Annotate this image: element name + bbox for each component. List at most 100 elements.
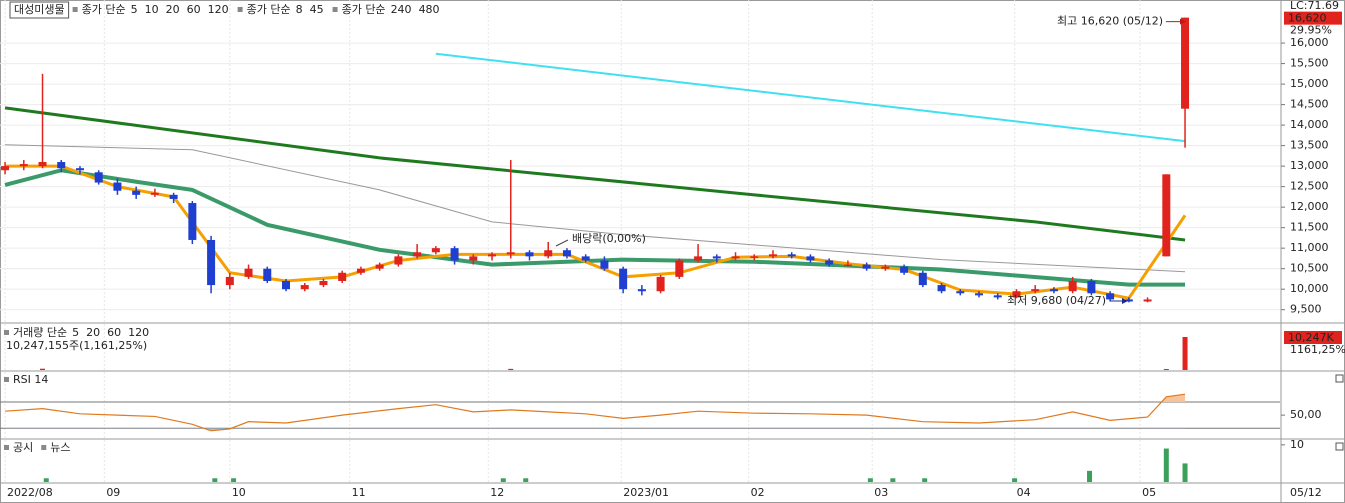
candle-body <box>244 268 253 277</box>
candle-body <box>1143 299 1152 302</box>
volume-info: 10,247,155주(1,161,25%) <box>6 339 147 352</box>
news-bar <box>1087 470 1093 482</box>
y-tick-label: 12,000 <box>1290 200 1329 213</box>
news-bar <box>867 478 873 482</box>
legend-period: 10 <box>145 3 159 16</box>
x-tick-label: 2023/01 <box>623 486 669 499</box>
candle-body <box>956 291 965 294</box>
x-tick-label: 02 <box>751 486 765 499</box>
candle-body <box>937 285 946 292</box>
change-pct: 29.95% <box>1290 24 1332 37</box>
legend-period: 45 <box>310 3 324 16</box>
x-tick-label: 05 <box>1142 486 1156 499</box>
candle-body <box>394 256 403 265</box>
candle-body <box>600 260 609 269</box>
volume-bar <box>40 368 46 370</box>
candle-body <box>1162 174 1171 257</box>
candle-body <box>843 264 852 267</box>
x-tick-label: 03 <box>874 486 888 499</box>
candle-body <box>825 260 834 265</box>
news-bar <box>1163 448 1169 482</box>
legend-marker <box>237 7 243 12</box>
y-tick-label: 12,500 <box>1290 180 1329 193</box>
legend-period: 60 <box>187 3 201 16</box>
candle-body <box>768 254 777 257</box>
legend-marker <box>41 445 47 450</box>
rsi-legend: RSI 14 <box>13 373 48 386</box>
volume-bar <box>1182 336 1188 370</box>
candle-body <box>694 256 703 261</box>
volume-box <box>1284 330 1342 344</box>
news-legend: 공시 <box>13 441 33 454</box>
legend-period: 120 <box>208 3 229 16</box>
candle-body <box>169 194 178 199</box>
candle-body <box>19 164 28 167</box>
x-tick-label: 12 <box>490 486 504 499</box>
y-tick-label: 16,000 <box>1290 36 1329 49</box>
candle-body <box>918 272 927 286</box>
candle-body <box>506 252 515 255</box>
candle-body <box>1 166 10 171</box>
y-tick-label: 9,500 <box>1290 303 1322 316</box>
news-bar <box>231 478 237 482</box>
candle-body <box>562 250 571 257</box>
volume-bar <box>508 368 514 370</box>
y-tick-label: 14,500 <box>1290 98 1329 111</box>
legend-period: 20 <box>166 3 180 16</box>
candle-body <box>975 293 984 296</box>
candle-body <box>207 239 216 286</box>
moving-average-line <box>435 52 1186 143</box>
legend-label: 종가 단순 <box>247 3 291 16</box>
legend-label: 거래량 단순 <box>13 326 67 339</box>
panel-button[interactable] <box>1335 374 1344 383</box>
candle-body <box>375 264 384 269</box>
moving-average-line <box>5 164 1187 300</box>
dividend-annotation: 배당락(0,00%) <box>572 232 646 245</box>
candle-body <box>675 260 684 277</box>
candle-body <box>1031 289 1040 292</box>
moving-average-line <box>5 144 1186 273</box>
dividend-marker <box>555 239 569 247</box>
candle-body <box>188 203 197 240</box>
news-bar <box>922 478 928 482</box>
candle-body <box>1106 293 1115 300</box>
low-arrowhead <box>1122 298 1128 304</box>
candle-body <box>656 276 665 292</box>
candle-body <box>993 295 1002 298</box>
candle-body <box>488 254 497 257</box>
legend-marker <box>332 7 338 12</box>
legend-period: 240 <box>391 3 412 16</box>
candle-body <box>356 268 365 273</box>
legend-period: 5 <box>131 3 138 16</box>
y-tick-label: 13,000 <box>1290 159 1329 172</box>
candle-body <box>300 285 309 290</box>
x-tick-label: 09 <box>106 486 120 499</box>
x-tick-label: 2022/08 <box>7 486 53 499</box>
candle-body <box>1012 291 1021 298</box>
news-bar <box>1182 463 1188 482</box>
news-legend: 뉴스 <box>50 441 70 454</box>
legend-instrument-box <box>9 1 70 19</box>
legend-period: 8 <box>296 3 303 16</box>
y-tick-label: 10,000 <box>1290 282 1329 295</box>
y-tick-label: 11,500 <box>1290 221 1329 234</box>
candle-body <box>619 268 628 290</box>
moving-average-line <box>4 106 1186 242</box>
news-bar <box>43 478 49 482</box>
y-tick-label: 15,000 <box>1290 77 1329 90</box>
candle-body <box>712 256 721 259</box>
news-bar <box>500 478 506 482</box>
panel-button[interactable] <box>1335 442 1344 451</box>
x-tick-label: 11 <box>352 486 366 499</box>
candle-body <box>75 168 84 171</box>
candle-body <box>1068 280 1077 292</box>
legend-period: 5 <box>72 326 79 339</box>
rsi-oversold-fill <box>203 428 232 431</box>
legend-marker <box>72 7 78 12</box>
candle-body <box>581 256 590 261</box>
candle-body <box>731 256 740 259</box>
candle-body <box>1087 280 1096 294</box>
legend-label: 종가 단순 <box>82 3 126 16</box>
